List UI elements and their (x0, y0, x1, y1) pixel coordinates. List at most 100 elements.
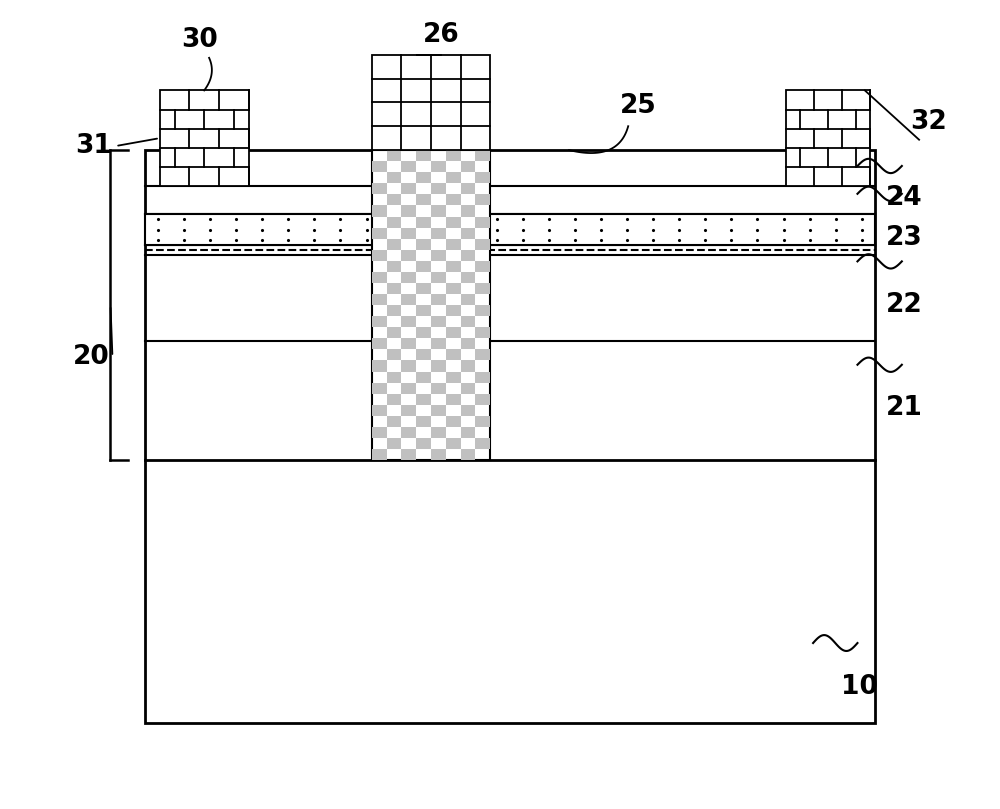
Text: 23: 23 (886, 225, 923, 251)
Bar (416, 194, 431, 205)
Bar (461, 205, 475, 217)
Text: 25: 25 (620, 93, 656, 120)
Bar (431, 361, 446, 371)
Bar (461, 361, 475, 371)
Bar (416, 328, 431, 338)
Bar (431, 184, 446, 194)
Bar (372, 338, 387, 349)
Bar (372, 55, 490, 150)
Bar (372, 161, 387, 172)
Bar (416, 260, 431, 272)
Bar (431, 449, 446, 460)
Bar (401, 250, 416, 260)
Bar (401, 316, 416, 328)
Bar (387, 349, 401, 361)
Bar (401, 427, 416, 438)
Bar (387, 172, 401, 184)
Text: 31: 31 (75, 133, 112, 159)
Bar (446, 239, 461, 250)
Bar (446, 328, 461, 338)
Bar (475, 260, 490, 272)
Bar (446, 438, 461, 449)
Bar (475, 283, 490, 294)
Bar (387, 416, 401, 427)
Bar (461, 294, 475, 305)
Bar (416, 305, 431, 316)
Bar (431, 404, 446, 416)
Text: 24: 24 (886, 184, 923, 211)
Bar (431, 227, 446, 239)
Bar (387, 194, 401, 205)
Bar (372, 361, 387, 371)
Bar (475, 349, 490, 361)
Bar (387, 217, 401, 227)
Bar (431, 161, 446, 172)
Bar (431, 294, 446, 305)
Bar (387, 283, 401, 294)
Bar (372, 227, 387, 239)
Bar (431, 338, 446, 349)
Bar (475, 328, 490, 338)
Bar (461, 383, 475, 394)
Bar (461, 449, 475, 460)
Bar (461, 250, 475, 260)
Text: 20: 20 (72, 344, 109, 370)
Text: 26: 26 (422, 22, 459, 48)
Bar (786, 91, 870, 186)
Bar (372, 427, 387, 438)
Bar (446, 260, 461, 272)
Bar (475, 438, 490, 449)
Bar (461, 404, 475, 416)
Bar (416, 438, 431, 449)
Bar (416, 172, 431, 184)
Bar (475, 150, 490, 161)
Bar (372, 316, 387, 328)
Bar (416, 349, 431, 361)
Bar (431, 316, 446, 328)
Bar (446, 150, 461, 161)
Bar (372, 250, 387, 260)
Bar (416, 239, 431, 250)
Bar (475, 172, 490, 184)
Bar (372, 383, 387, 394)
Bar (401, 227, 416, 239)
Bar (446, 305, 461, 316)
Bar (387, 239, 401, 250)
Bar (416, 283, 431, 294)
Bar (446, 217, 461, 227)
Bar (446, 194, 461, 205)
Bar (431, 205, 446, 217)
Bar (387, 260, 401, 272)
Bar (387, 328, 401, 338)
Bar (446, 283, 461, 294)
Bar (372, 272, 387, 283)
Bar (372, 205, 387, 217)
Text: 10: 10 (841, 674, 878, 700)
Bar (461, 227, 475, 239)
Bar (160, 91, 249, 186)
Bar (446, 349, 461, 361)
Bar (416, 217, 431, 227)
Bar (461, 272, 475, 283)
Text: 21: 21 (886, 396, 923, 421)
Bar (446, 394, 461, 404)
Bar (401, 404, 416, 416)
Bar (475, 416, 490, 427)
Bar (446, 172, 461, 184)
Bar (416, 416, 431, 427)
Bar (461, 316, 475, 328)
Text: 30: 30 (181, 28, 218, 53)
Bar (387, 438, 401, 449)
Bar (416, 371, 431, 383)
Bar (401, 361, 416, 371)
Bar (431, 250, 446, 260)
Bar (431, 383, 446, 394)
Bar (145, 150, 875, 722)
Bar (145, 214, 875, 245)
Bar (431, 427, 446, 438)
Bar (461, 338, 475, 349)
Bar (416, 150, 431, 161)
Bar (387, 305, 401, 316)
Bar (446, 416, 461, 427)
Bar (401, 338, 416, 349)
